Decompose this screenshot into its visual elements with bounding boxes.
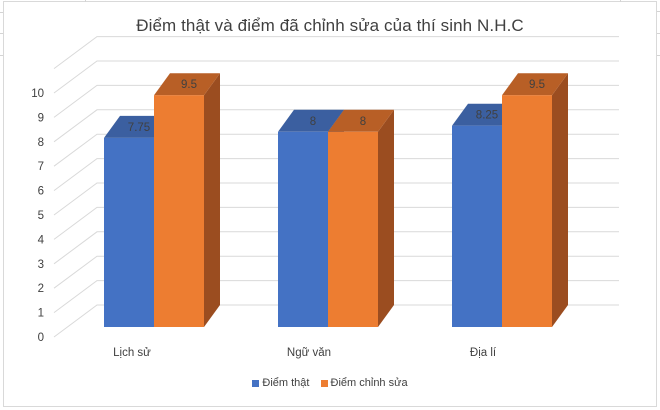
gridline [53, 255, 619, 289]
bar-front [328, 131, 378, 327]
sheet-gridline [0, 55, 3, 56]
bar-top [502, 73, 568, 96]
category-label: Địa lí [470, 347, 497, 359]
bar-side [204, 73, 220, 327]
category-labels: Lịch sử Ngữ văn Địa lí [113, 347, 497, 359]
legend-swatch-edited [320, 379, 328, 387]
bar-top [104, 115, 170, 138]
y-tick-label: 8 [38, 137, 44, 149]
sheet-gridline [0, 12, 3, 13]
category-label: Ngữ văn [287, 347, 331, 359]
bar-top [328, 109, 394, 132]
y-tick-label: 1 [38, 308, 44, 320]
y-tick-label: 4 [38, 234, 45, 246]
bar-edited-2[interactable] [502, 73, 568, 327]
y-tick-label: 2 [38, 283, 44, 295]
y-tick-label: 7 [38, 161, 44, 173]
sheet-gridline [657, 11, 660, 12]
y-tick-label: 0 [38, 332, 44, 344]
legend-item-edited[interactable]: Điểm chỉnh sửa [320, 377, 408, 389]
legend-label: Điểm chỉnh sửa [330, 377, 408, 389]
bar-front [502, 95, 552, 327]
gridline [53, 133, 619, 167]
data-label: 8 [310, 116, 316, 128]
bar-side [378, 109, 394, 327]
sheet-gridline [657, 55, 660, 56]
sheet-gridline [657, 33, 660, 34]
y-tick-label: 10 [31, 88, 44, 100]
gridline [53, 158, 619, 192]
bar-edited-1[interactable] [328, 109, 394, 327]
gridline [53, 231, 619, 265]
gridline [53, 109, 619, 143]
bar-front [452, 125, 502, 327]
legend-label: Điểm thật [262, 377, 310, 389]
chart-title: Điểm thật và điểm đã chỉnh sửa của thí s… [136, 16, 524, 35]
sheet-gridline [0, 33, 3, 34]
gridlines [53, 36, 619, 338]
data-label: 9.5 [181, 79, 197, 91]
data-label: 8.25 [476, 110, 498, 122]
y-tick-label: 3 [38, 259, 44, 271]
gridline [53, 84, 619, 118]
data-label: 9.5 [529, 79, 545, 91]
y-tick-label: 5 [38, 210, 44, 222]
sheet-gridline [620, 0, 621, 2]
gridline [53, 36, 619, 70]
bar-front [104, 137, 154, 327]
gridline [53, 304, 619, 338]
legend-swatch-actual [252, 379, 260, 387]
bar-top [278, 109, 344, 132]
y-tick-label: 9 [38, 112, 44, 124]
bar-edited-0[interactable] [154, 73, 220, 327]
gridline [53, 60, 619, 94]
legend-item-actual[interactable]: Điểm thật [252, 377, 309, 389]
bar-top [452, 103, 518, 126]
bar-side [552, 73, 568, 327]
gridline [53, 206, 619, 240]
data-labels: 7.75 9.5 8 8 8.25 9.5 [128, 79, 545, 134]
data-label: 7.75 [128, 122, 150, 134]
bar-front [154, 95, 204, 327]
legend: Điểm thật Điểm chỉnh sửa [0, 377, 660, 390]
gridline [53, 182, 619, 216]
gridline [53, 280, 619, 314]
y-axis-ticks: 0 1 2 3 4 5 6 7 8 9 10 [31, 88, 44, 344]
category-label: Lịch sử [113, 347, 151, 359]
y-tick-label: 6 [38, 186, 44, 198]
sheet-gridline [85, 0, 86, 2]
bar-top [154, 73, 220, 96]
bar-front [278, 131, 328, 327]
data-label: 8 [360, 116, 366, 128]
bars [104, 73, 568, 328]
